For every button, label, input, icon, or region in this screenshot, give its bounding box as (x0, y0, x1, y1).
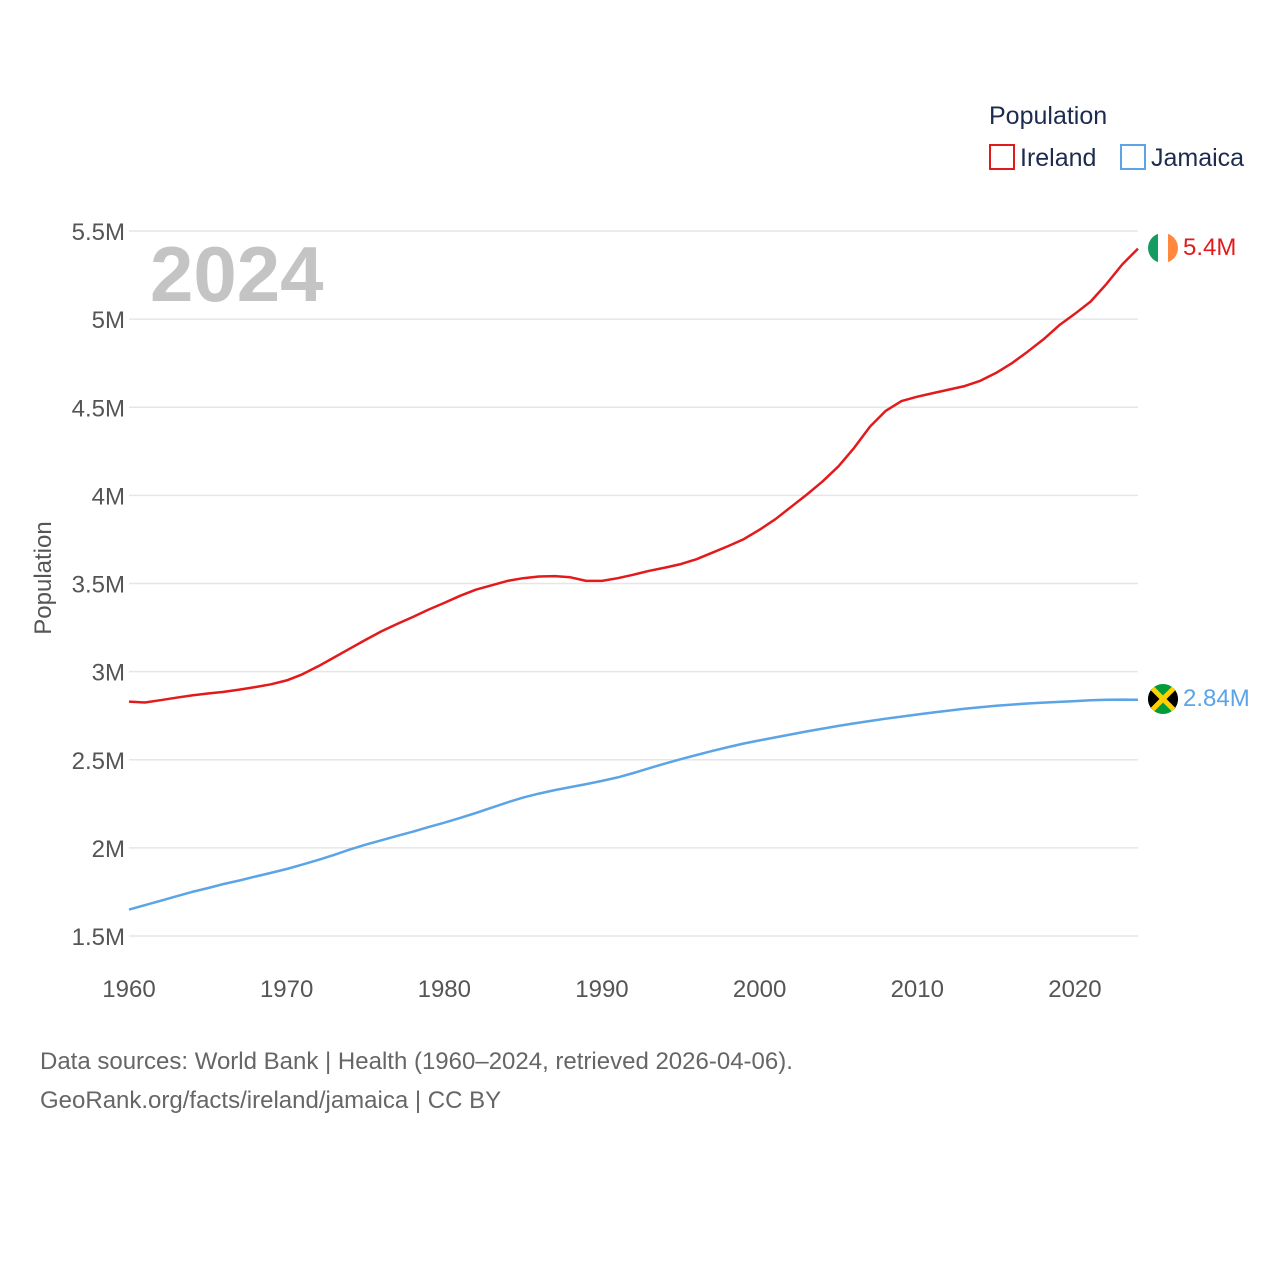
legend-item-jamaica[interactable]: Jamaica (1120, 144, 1244, 172)
y-tick-label: 3.5M (72, 572, 125, 599)
legend-swatch-ireland (989, 144, 1015, 170)
series-lines (128, 247, 1139, 911)
legend-title: Population (989, 102, 1107, 130)
jamaica-flag-icon (1148, 684, 1178, 714)
year-overlay: 2024 (150, 230, 324, 318)
series-line-ireland[interactable] (128, 247, 1139, 704)
y-tick-label: 5.5M (72, 219, 125, 246)
x-tick-label: 1990 (575, 976, 628, 1003)
legend-swatch-jamaica (1120, 144, 1146, 170)
data-source-note: Data sources: World Bank | Health (1960–… (40, 1048, 793, 1075)
end-label-jamaica: 2.84M (1183, 685, 1250, 712)
y-axis-label: Population (30, 521, 57, 634)
legend-item-ireland[interactable]: Ireland (989, 144, 1096, 172)
y-tick-label: 5M (92, 307, 125, 334)
y-tick-label: 4.5M (72, 395, 125, 422)
y-tick-label: 4M (92, 483, 125, 510)
x-tick-label: 2000 (733, 976, 786, 1003)
series-line-jamaica[interactable] (128, 698, 1139, 911)
y-axis-ticks: 1.5M 2M 2.5M 3M 3.5M 4M 4.5M 5M 5.5M (72, 219, 125, 951)
legend: Population Ireland Jamaica (989, 102, 1244, 172)
legend-label-jamaica: Jamaica (1151, 144, 1244, 172)
x-tick-label: 1960 (102, 976, 155, 1003)
attribution-link[interactable]: GeoRank.org/facts/ireland/jamaica | CC B… (40, 1087, 501, 1114)
x-tick-label: 2010 (891, 976, 944, 1003)
y-tick-label: 2.5M (72, 748, 125, 775)
y-tick-label: 2M (92, 836, 125, 863)
gridlines (129, 230, 1138, 937)
legend-label-ireland: Ireland (1020, 144, 1096, 172)
x-tick-label: 2020 (1048, 976, 1101, 1003)
x-axis-ticks: 1960 1970 1980 1990 2000 2010 2020 (102, 976, 1101, 1003)
y-tick-label: 1.5M (72, 924, 125, 951)
x-tick-label: 1970 (260, 976, 313, 1003)
y-tick-label: 3M (92, 660, 125, 687)
x-tick-label: 1980 (418, 976, 471, 1003)
end-label-ireland: 5.4M (1183, 234, 1236, 261)
ireland-flag-icon (1148, 233, 1178, 263)
